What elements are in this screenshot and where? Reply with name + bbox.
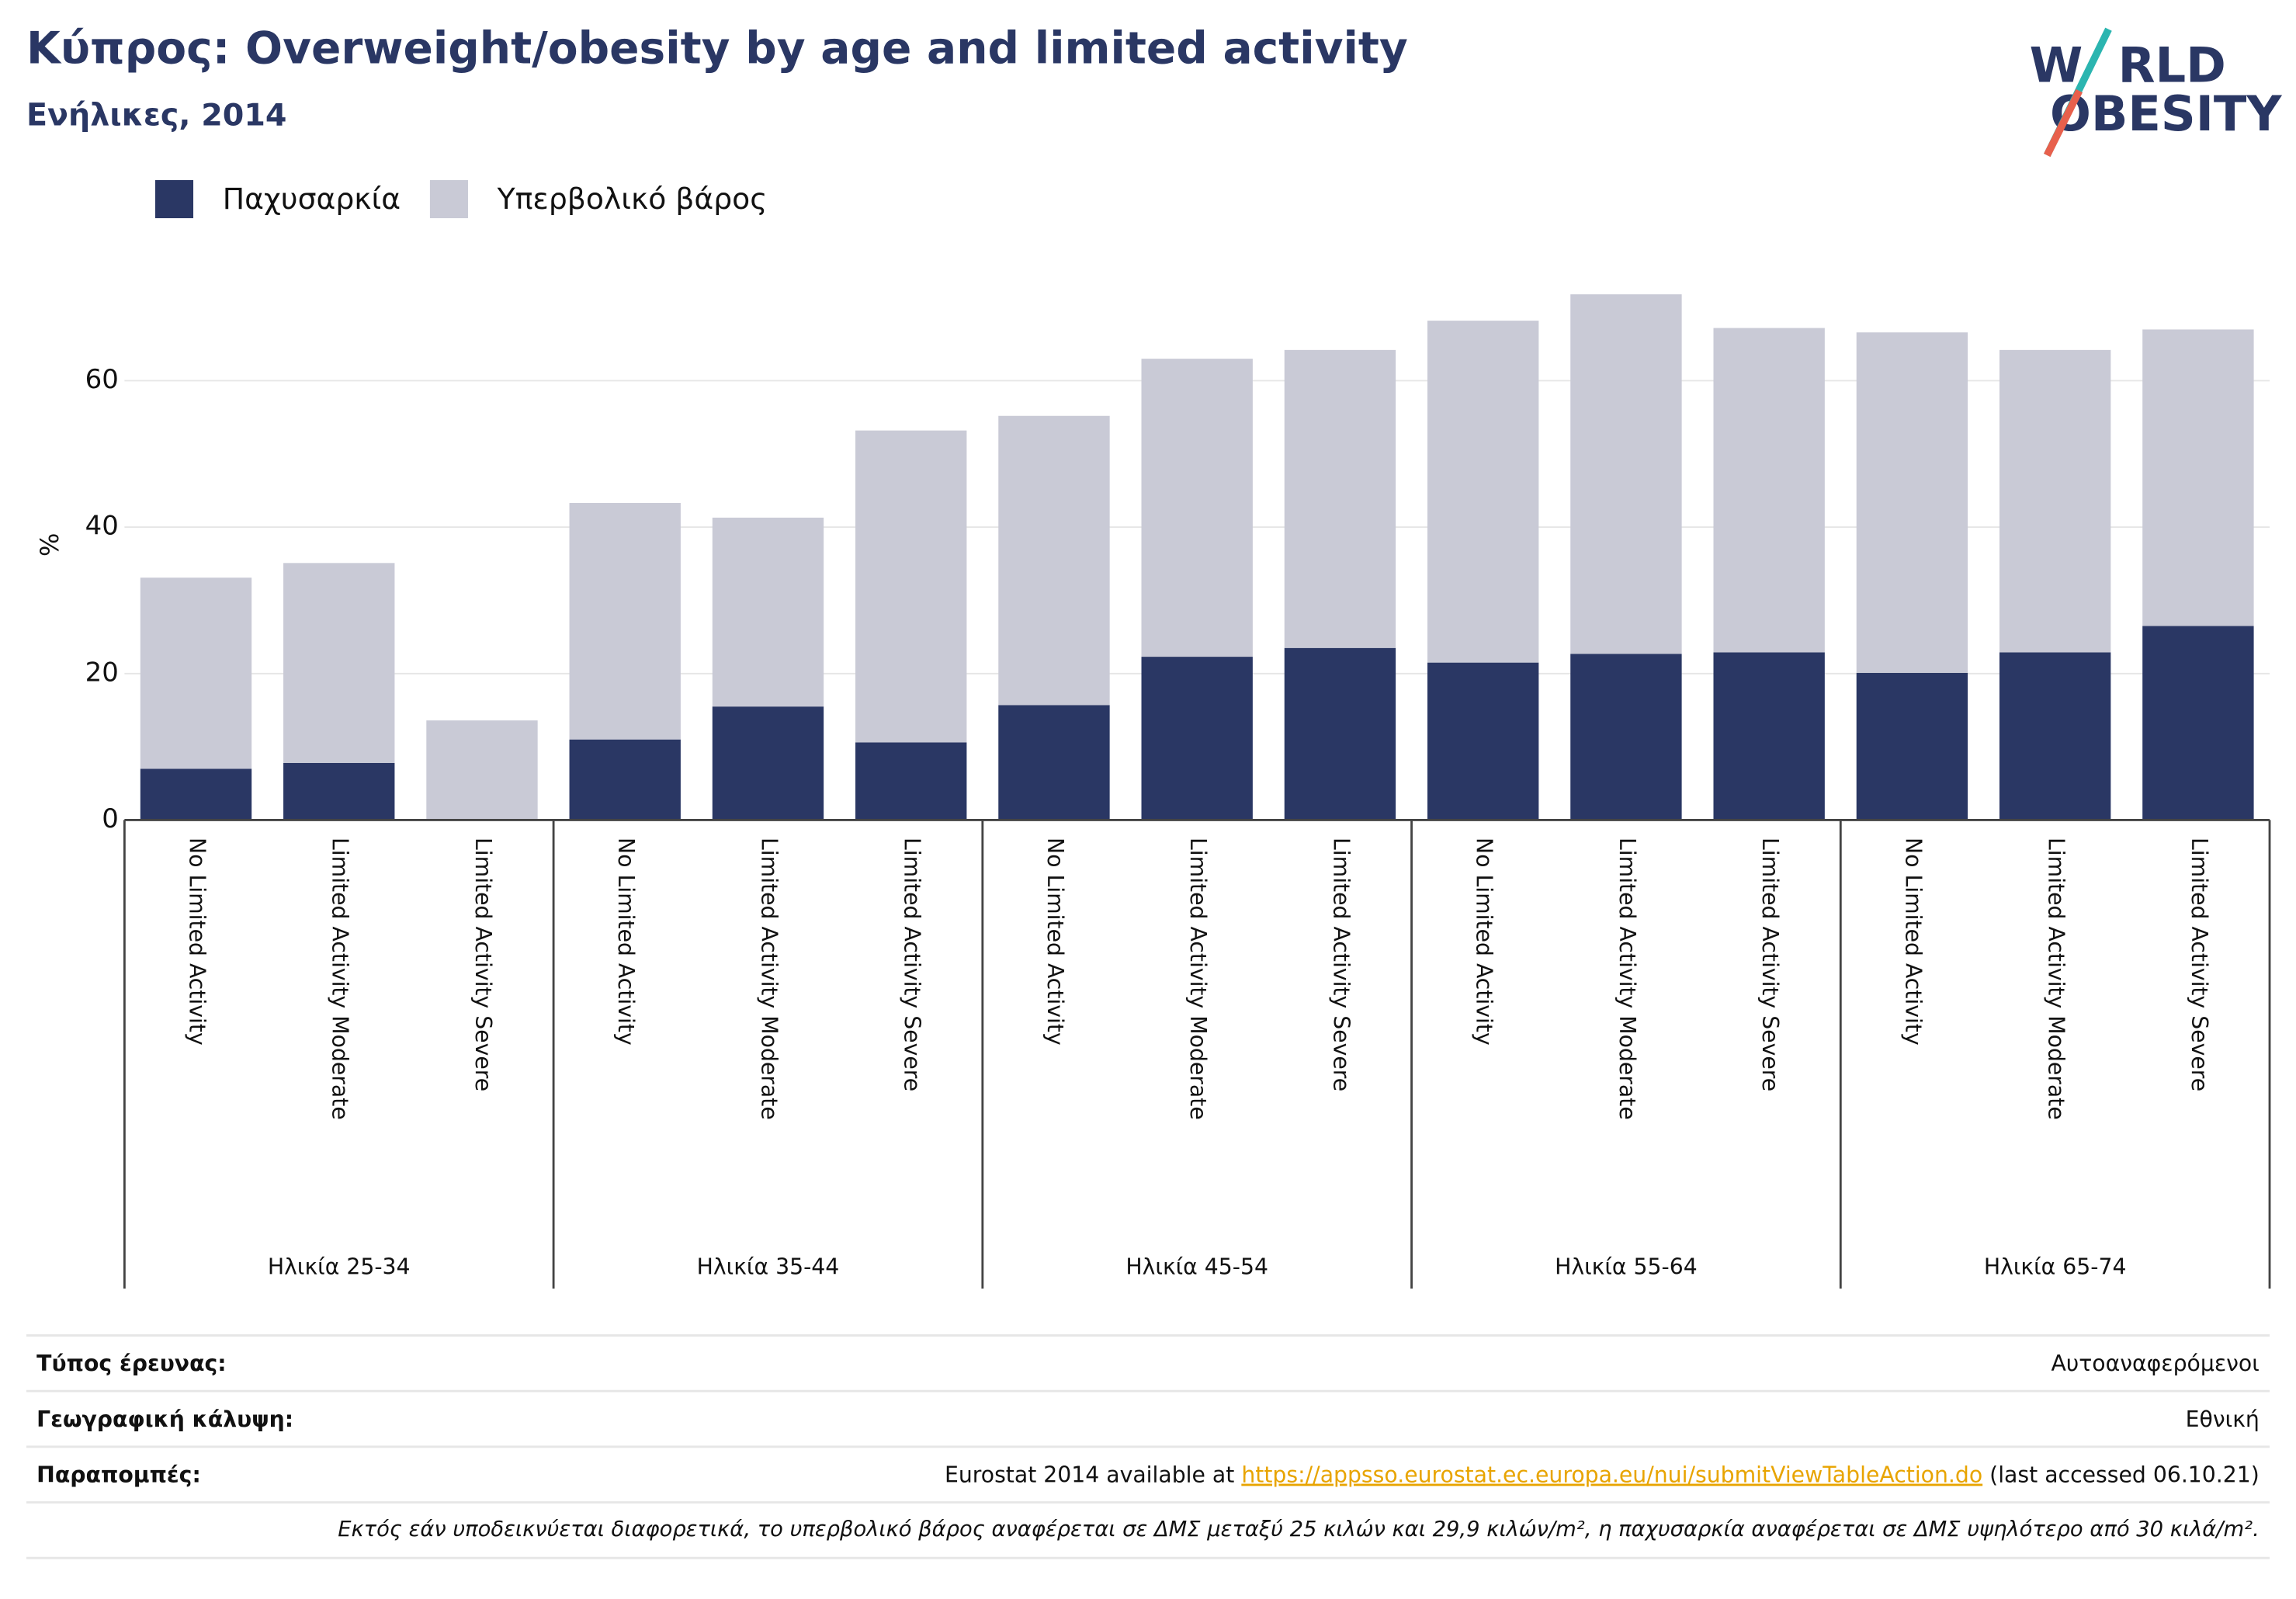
x-tick-label: Limited Activity Severe: [2187, 838, 2212, 1091]
footer-value: Αυτοαναφερόμενοι: [2051, 1351, 2260, 1376]
bar-segment: [283, 762, 395, 820]
bar-segment: [1570, 294, 1682, 654]
x-tick-label: Limited Activity Severe: [1328, 838, 1354, 1091]
chart-title: Κύπρος: Overweight/obesity by age and li…: [26, 23, 1408, 75]
bar-segment: [1141, 657, 1253, 820]
bar-segment: [1284, 349, 1396, 648]
bar-segment: [569, 739, 681, 820]
bar-segment: [712, 517, 824, 707]
x-tick-label: Limited Activity Severe: [470, 838, 496, 1091]
bar-segment: [1141, 359, 1253, 657]
x-tick-label: No Limited Activity: [184, 838, 210, 1046]
legend-label: Υπερβολικό βάρος: [497, 182, 768, 216]
bar-segment: [1284, 647, 1396, 820]
bar-segment: [2142, 626, 2254, 820]
bar-segment: [855, 742, 967, 820]
logo-text: OBESITY: [2050, 85, 2282, 142]
y-tick-label: 20: [85, 657, 119, 688]
bar-segment: [1713, 328, 1825, 653]
bar-segment: [2142, 329, 2254, 626]
bar-segment: [1570, 654, 1682, 820]
bar-segment: [140, 578, 252, 769]
bar-segment: [855, 430, 967, 743]
x-tick-label: Limited Activity Moderate: [1614, 838, 1640, 1120]
footer-text: (last accessed 06.10.21): [1982, 1462, 2260, 1488]
footer-text: Eurostat 2014 available at: [945, 1462, 1241, 1488]
bar-segment: [1999, 652, 2111, 820]
y-tick-label: 40: [85, 511, 119, 542]
bar-segment: [569, 502, 681, 740]
group-label: Ηλικία 25-34: [268, 1254, 411, 1280]
legend-swatch: [154, 180, 194, 219]
group-label: Ηλικία 45-54: [1125, 1254, 1268, 1280]
x-tick-label: Limited Activity Moderate: [2044, 838, 2069, 1120]
bar-segment: [1856, 672, 1968, 820]
y-tick-label: 60: [85, 364, 119, 395]
x-tick-label: No Limited Activity: [1042, 838, 1068, 1046]
footer-link[interactable]: https://appsso.eurostat.ec.europa.eu/nui…: [1241, 1462, 1982, 1488]
bar-segment: [1856, 332, 1968, 673]
x-tick-label: Limited Activity Severe: [900, 838, 925, 1091]
bar-segment: [140, 768, 252, 820]
group-label: Ηλικία 35-44: [697, 1254, 840, 1280]
logo-text: W RLD: [2030, 37, 2226, 94]
footer-value: Eurostat 2014 available at https://appss…: [945, 1462, 2260, 1488]
bar-segment: [1999, 349, 2111, 653]
x-tick-label: No Limited Activity: [1472, 838, 1497, 1046]
bar-segment: [998, 415, 1110, 706]
logo: W RLD OBESITY: [2030, 27, 2282, 158]
x-tick-label: Limited Activity Moderate: [1185, 838, 1211, 1120]
logo-slash: [2044, 88, 2083, 158]
footer-value: Εθνική: [2186, 1406, 2260, 1432]
legend-label: Παχυσαρκία: [223, 182, 401, 216]
x-tick-label: No Limited Activity: [613, 838, 639, 1046]
bar-segment: [426, 720, 538, 820]
x-tick-label: No Limited Activity: [1900, 838, 1926, 1046]
legend-swatch: [429, 180, 468, 219]
x-tick-label: Limited Activity Severe: [1757, 838, 1783, 1091]
group-label: Ηλικία 65-74: [1984, 1254, 2127, 1280]
footer-note: Εκτός εάν υποδεικνύεται διαφορετικά, το …: [338, 1517, 2260, 1542]
footer-label: Τύπος έρευνας:: [36, 1351, 226, 1376]
bar-segment: [712, 706, 824, 820]
chart-subtitle: Ενήλικες, 2014: [26, 97, 286, 133]
y-axis-label: %: [35, 533, 64, 557]
x-tick-label: Limited Activity Moderate: [328, 838, 353, 1120]
x-tick-label: Limited Activity Moderate: [756, 838, 782, 1120]
bar-segment: [998, 705, 1110, 820]
group-label: Ηλικία 55-64: [1555, 1254, 1698, 1280]
footer-label: Γεωγραφική κάλυψη:: [36, 1406, 293, 1432]
footer-label: Παραπομπές:: [36, 1462, 201, 1488]
bar-segment: [1427, 321, 1539, 663]
bar-segment: [283, 563, 395, 763]
bar-segment: [1713, 652, 1825, 820]
y-tick-label: 0: [102, 803, 119, 834]
bar-segment: [1427, 662, 1539, 820]
